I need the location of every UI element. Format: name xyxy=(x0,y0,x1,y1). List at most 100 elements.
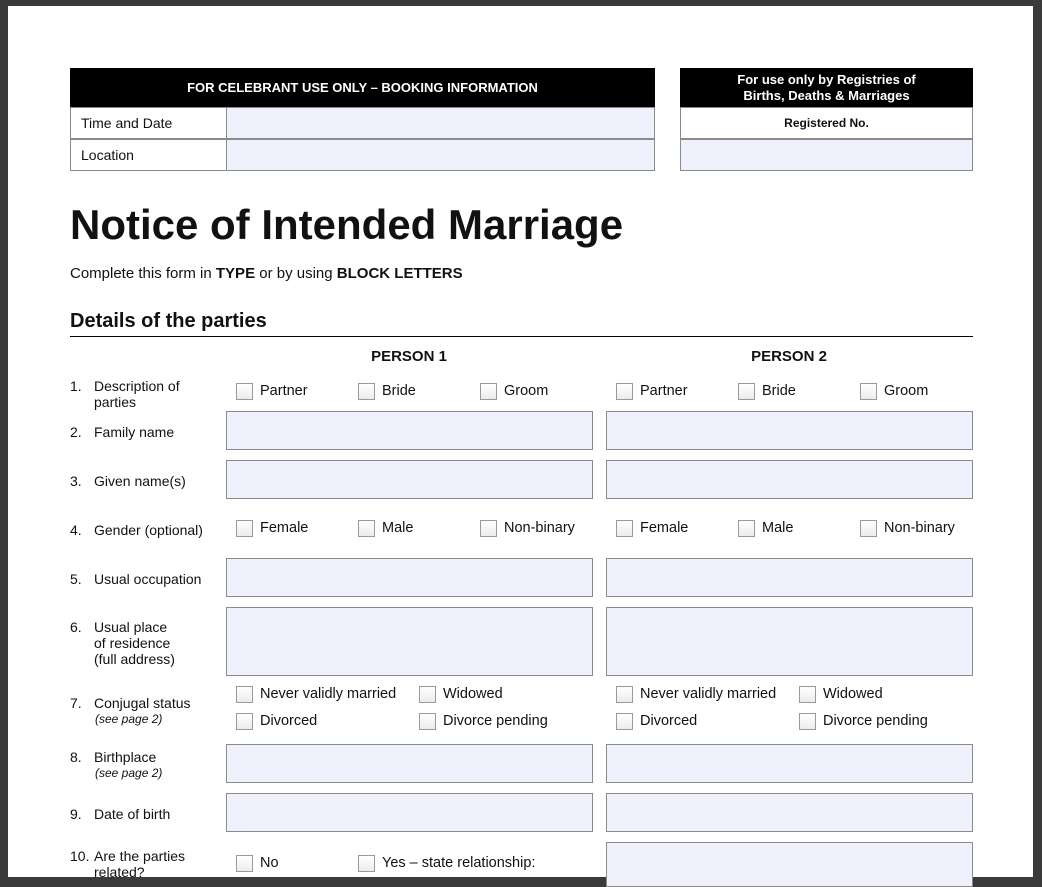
instruction-part: BLOCK LETTERS xyxy=(336,265,463,282)
instruction-part: TYPE xyxy=(215,265,256,282)
text-field[interactable] xyxy=(606,744,973,783)
checkbox[interactable] xyxy=(860,383,877,400)
checkbox[interactable] xyxy=(616,713,633,730)
booking-label: Location xyxy=(70,139,227,171)
booking-field[interactable] xyxy=(226,139,655,171)
option-label: Widowed xyxy=(443,686,503,702)
question-number: 9. xyxy=(70,806,82,822)
question-number: 7. xyxy=(70,695,82,711)
question-label: Family name xyxy=(94,424,175,440)
question-number: 8. xyxy=(70,749,82,765)
question-label: Conjugal status xyxy=(94,695,191,711)
checkbox[interactable] xyxy=(616,383,633,400)
column-header: PERSON 2 xyxy=(751,348,827,365)
checkbox[interactable] xyxy=(236,520,253,537)
text-field[interactable] xyxy=(226,744,593,783)
question-label: Date of birth xyxy=(94,806,171,822)
option-label: Non-binary xyxy=(504,520,575,536)
heading: Notice of Intended Marriage xyxy=(70,201,624,248)
question-label: Gender (optional) xyxy=(94,522,203,538)
text-field[interactable] xyxy=(606,558,973,597)
instruction: Complete this form in TYPE or by using B… xyxy=(70,265,463,282)
checkbox[interactable] xyxy=(799,686,816,703)
option-label: Partner xyxy=(260,383,308,399)
text-field[interactable] xyxy=(606,793,973,832)
checkbox[interactable] xyxy=(358,383,375,400)
text-field[interactable] xyxy=(606,460,973,499)
option-label: Bride xyxy=(762,383,796,399)
question-number: 1. xyxy=(70,378,82,394)
question-note: (see page 2) xyxy=(95,712,163,726)
question-label: parties xyxy=(94,394,137,410)
option-label: Never validly married xyxy=(640,686,777,702)
checkbox[interactable] xyxy=(358,520,375,537)
checkbox[interactable] xyxy=(616,686,633,703)
checkbox[interactable] xyxy=(480,520,497,537)
option-label: Female xyxy=(260,520,309,536)
question-label: Usual place xyxy=(94,619,168,635)
question-label: Usual occupation xyxy=(94,571,202,587)
instruction-part: Complete this form in xyxy=(70,265,216,282)
section-rule xyxy=(70,336,973,337)
option-label: Bride xyxy=(382,383,416,399)
option-label: Yes – state relationship: xyxy=(382,855,536,871)
checkbox[interactable] xyxy=(860,520,877,537)
question-number: 10. xyxy=(70,848,90,864)
option-label: Non-binary xyxy=(884,520,955,536)
text-field[interactable] xyxy=(226,460,593,499)
booking-field[interactable] xyxy=(226,107,655,139)
checkbox[interactable] xyxy=(236,383,253,400)
checkbox[interactable] xyxy=(799,713,816,730)
option-label: Never validly married xyxy=(260,686,397,702)
text-field[interactable] xyxy=(606,842,973,887)
checkbox[interactable] xyxy=(738,520,755,537)
registry-title-line: Births, Deaths & Marriages xyxy=(743,87,910,103)
registry-label: Registered No. xyxy=(680,107,973,139)
option-label: Divorce pending xyxy=(823,713,928,729)
registry-field[interactable] xyxy=(680,139,973,171)
form-page: FOR CELEBRANT USE ONLY – BOOKING INFORMA… xyxy=(8,6,1033,887)
text-field[interactable] xyxy=(606,411,973,450)
checkbox[interactable] xyxy=(738,383,755,400)
question-number: 6. xyxy=(70,619,82,635)
text-field[interactable] xyxy=(606,607,973,676)
checkbox[interactable] xyxy=(236,686,253,703)
registry-header: For use only by Registries of Births, Dea… xyxy=(680,68,973,107)
option-label: Divorce pending xyxy=(443,713,548,729)
option-label: Groom xyxy=(884,383,929,399)
question-label: related? xyxy=(94,864,145,880)
option-label: Groom xyxy=(504,383,549,399)
option-label: No xyxy=(260,855,279,871)
option-label: Divorced xyxy=(260,713,318,729)
question-label: Birthplace xyxy=(94,749,157,765)
checkbox[interactable] xyxy=(616,520,633,537)
option-label: Male xyxy=(382,520,414,536)
option-label: Male xyxy=(762,520,794,536)
checkbox[interactable] xyxy=(480,383,497,400)
text-field[interactable] xyxy=(226,558,593,597)
text-field[interactable] xyxy=(226,607,593,676)
question-label: Description of xyxy=(94,378,180,394)
registry-title-line: For use only by Registries of xyxy=(737,71,916,87)
booking-header: FOR CELEBRANT USE ONLY – BOOKING INFORMA… xyxy=(70,68,655,107)
question-label: of residence xyxy=(94,635,171,651)
booking-label: Time and Date xyxy=(70,107,227,139)
checkbox[interactable] xyxy=(358,855,375,872)
column-header: PERSON 1 xyxy=(371,348,447,365)
question-number: 3. xyxy=(70,473,82,489)
question-number: 2. xyxy=(70,424,82,440)
checkbox[interactable] xyxy=(419,686,436,703)
option-label: Widowed xyxy=(823,686,883,702)
question-label: Given name(s) xyxy=(94,473,186,489)
text-field[interactable] xyxy=(226,411,593,450)
section-title: Details of the parties xyxy=(70,310,267,332)
text-field[interactable] xyxy=(226,793,593,832)
question-note: (see page 2) xyxy=(95,766,163,780)
checkbox[interactable] xyxy=(419,713,436,730)
question-label: Are the parties xyxy=(94,848,186,864)
question-label: (full address) xyxy=(94,651,175,667)
instruction-part: or by using xyxy=(255,265,337,282)
checkbox[interactable] xyxy=(236,855,253,872)
checkbox[interactable] xyxy=(236,713,253,730)
